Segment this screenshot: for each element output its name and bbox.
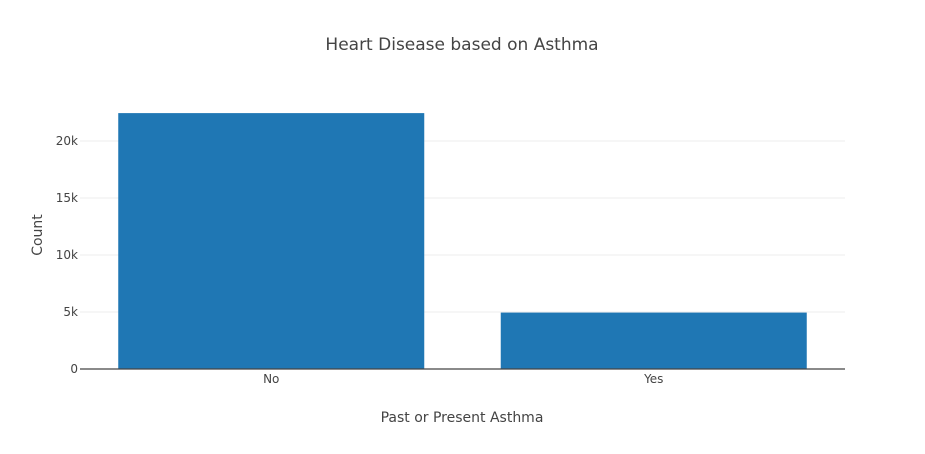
x-axis-title: Past or Present Asthma [381, 410, 544, 426]
y-tick-label: 20k [56, 134, 78, 148]
axes: 0 5k 10k 15k 20k No Yes [56, 134, 845, 386]
y-tick-label: 10k [56, 248, 78, 262]
y-tick-label: 5k [63, 305, 78, 319]
bar-yes[interactable] [500, 312, 807, 369]
bar-no[interactable] [118, 113, 425, 369]
bars [118, 113, 807, 369]
y-axis-title: Count [30, 214, 46, 256]
y-tick-label: 0 [70, 362, 78, 376]
y-tick-label: 15k [56, 191, 78, 205]
x-tick-label: No [263, 372, 279, 386]
x-tick-label: Yes [643, 372, 663, 386]
chart-title: Heart Disease based on Asthma [325, 35, 598, 55]
